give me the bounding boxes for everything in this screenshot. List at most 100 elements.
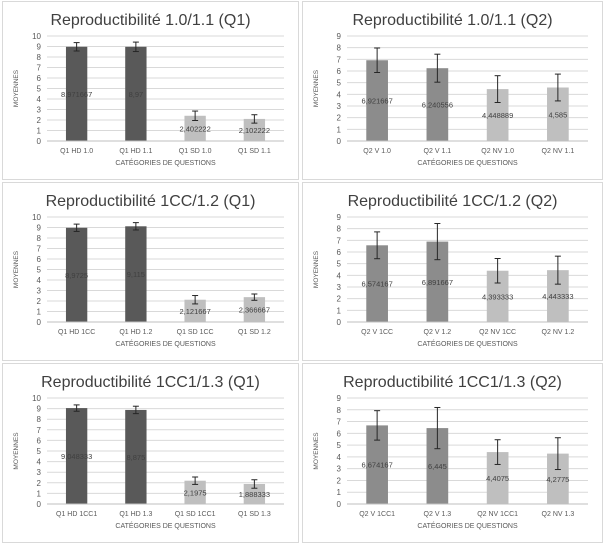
y-tick-label: 1 <box>37 489 42 498</box>
chart-title: Reproductibilité 1CC1/1.3 (Q2) <box>343 374 562 391</box>
x-tick-label: Q2 NV 1.3 <box>542 511 575 518</box>
y-tick-label: 3 <box>37 468 42 477</box>
y-tick-label: 1 <box>37 308 42 317</box>
chart-panel-3: Reproductibilité 1CC/1.2 (Q1) 0 1 2 3 4 5 6 7 8 9 1… <box>2 182 299 361</box>
y-tick-label: 10 <box>32 32 41 41</box>
x-axis-label: CATÉGORIES DE QUESTIONS <box>417 339 518 348</box>
x-axis-label: CATÉGORIES DE QUESTIONS <box>115 521 216 530</box>
data-label: 4,443333 <box>542 292 573 301</box>
y-tick-label: 7 <box>337 236 342 245</box>
y-tick-label: 8 <box>337 406 342 415</box>
data-label: 4,393333 <box>482 292 513 301</box>
chart-title: Reproductibilité 1CC1/1.3 (Q1) <box>41 374 260 391</box>
y-tick-label: 2 <box>337 295 342 304</box>
data-label: 2,1975 <box>184 488 207 497</box>
chart-svg: Reproductibilité 1CC1/1.3 (Q2) 0 1 2 3 4 5 6 7 8 9… <box>313 374 588 530</box>
x-tick-label: Q1 SD 1.2 <box>238 329 271 336</box>
x-axis-label: CATÉGORIES DE QUESTIONS <box>115 158 216 167</box>
y-axis-label: MOYENNES <box>313 69 320 107</box>
x-tick-label: Q1 SD 1.1 <box>238 148 271 155</box>
bar <box>426 68 449 141</box>
y-tick-label: 0 <box>37 500 42 509</box>
y-tick-label: 9 <box>37 43 42 52</box>
data-label: 8,9725 <box>65 271 88 280</box>
data-label: 6,574167 <box>361 280 392 289</box>
data-label: 6,240556 <box>422 101 453 110</box>
data-label: 8,875 <box>126 453 145 462</box>
data-label: 8,97 <box>129 90 144 99</box>
x-tick-label: Q1 HD 1CC1 <box>56 511 97 518</box>
y-tick-label: 2 <box>337 476 342 485</box>
x-tick-label: Q1 SD 1.3 <box>238 511 271 518</box>
data-label: 6,445 <box>428 462 447 471</box>
y-tick-label: 0 <box>337 500 342 509</box>
bar <box>426 241 449 322</box>
y-tick-label: 0 <box>337 318 342 327</box>
y-tick-label: 0 <box>337 137 342 146</box>
y-tick-label: 4 <box>337 90 342 99</box>
y-tick-label: 7 <box>37 245 42 254</box>
chart-svg: Reproductibilité 1CC/1.2 (Q1) 01 23 45 67 89 1… <box>13 193 284 348</box>
bar <box>125 409 147 504</box>
bar <box>65 227 88 322</box>
y-tick-label: 3 <box>337 465 342 474</box>
x-tick-label: Q2 NV 1.0 <box>481 148 514 155</box>
y-tick-label: 6 <box>337 67 342 76</box>
data-label: 4,585 <box>548 110 567 119</box>
y-tick-label: 4 <box>37 95 42 104</box>
data-label: 6,921667 <box>361 97 392 106</box>
x-tick-label: Q1 SD 1.0 <box>179 148 212 155</box>
y-tick-label: 2 <box>337 114 342 123</box>
y-tick-label: 1 <box>337 125 342 134</box>
y-tick-label: 5 <box>337 441 342 450</box>
y-tick-label: 7 <box>337 418 342 427</box>
x-tick-label: Q2 V 1.0 <box>363 148 391 155</box>
bar <box>426 428 449 504</box>
data-label: 1,888333 <box>239 490 270 499</box>
y-tick-label: 9 <box>337 32 342 41</box>
y-tick-label: 2 <box>37 116 42 125</box>
bar <box>486 89 509 141</box>
chart-svg: Reproductibilité 1CC/1.2 (Q2) 0 1 2 3 4 5 6 7 8 9 M… <box>313 193 588 348</box>
bar <box>366 60 388 141</box>
chart-panel-1: Reproductibilité 1.0/1.1 (Q1) 0 1 2 3 4 5 6 7 8 9 1… <box>2 1 299 180</box>
y-tick-label: 5 <box>337 79 342 88</box>
chart-panel-4: Reproductibilité 1CC/1.2 (Q2) 0 1 2 3 4 5 6 7 8 9 M… <box>302 182 603 361</box>
y-tick-label: 7 <box>337 55 342 64</box>
data-label: 2,402222 <box>179 124 210 133</box>
x-tick-label: Q1 HD 1.2 <box>119 329 152 336</box>
x-tick-label: Q1 HD 1.3 <box>119 511 152 518</box>
bar <box>65 408 88 504</box>
x-tick-label: Q1 SD 1CC <box>177 329 214 336</box>
x-tick-label: Q2 V 1.3 <box>424 511 452 518</box>
y-tick-label: 3 <box>37 106 42 115</box>
chart-title: Reproductibilité 1CC/1.2 (Q2) <box>348 193 558 210</box>
data-label: 2,366667 <box>239 306 270 315</box>
bar <box>125 226 147 322</box>
x-tick-label: Q2 V 1CC1 <box>359 511 395 518</box>
y-tick-label: 9 <box>37 224 42 233</box>
y-tick-label: 6 <box>337 248 342 257</box>
y-tick-label: 10 <box>32 213 41 222</box>
x-tick-label: Q2 V 1.1 <box>424 148 452 155</box>
bar <box>125 46 147 141</box>
y-axis-label: MOYENNES <box>313 432 320 470</box>
data-label: 6,891667 <box>422 278 453 287</box>
data-label: 4,2775 <box>546 475 569 484</box>
y-tick-label: 8 <box>37 415 42 424</box>
y-tick-label: 1 <box>337 488 342 497</box>
y-tick-label: 9 <box>337 394 342 403</box>
x-tick-label: Q1 SD 1CC1 <box>175 511 216 518</box>
y-tick-label: 5 <box>37 447 42 456</box>
data-label: 2,121667 <box>179 307 210 316</box>
y-tick-label: 1 <box>37 127 42 136</box>
data-label: 4,4075 <box>486 474 509 483</box>
bar <box>243 483 266 504</box>
chart-panel-6: Reproductibilité 1CC1/1.3 (Q2) 0 1 2 3 4 5 6 7 8 9… <box>302 363 603 543</box>
y-tick-label: 6 <box>337 429 342 438</box>
y-tick-label: 0 <box>37 318 42 327</box>
y-tick-label: 3 <box>37 287 42 296</box>
x-tick-label: Q2 NV 1CC1 <box>477 511 518 518</box>
x-tick-label: Q1 HD 1CC <box>58 329 95 336</box>
